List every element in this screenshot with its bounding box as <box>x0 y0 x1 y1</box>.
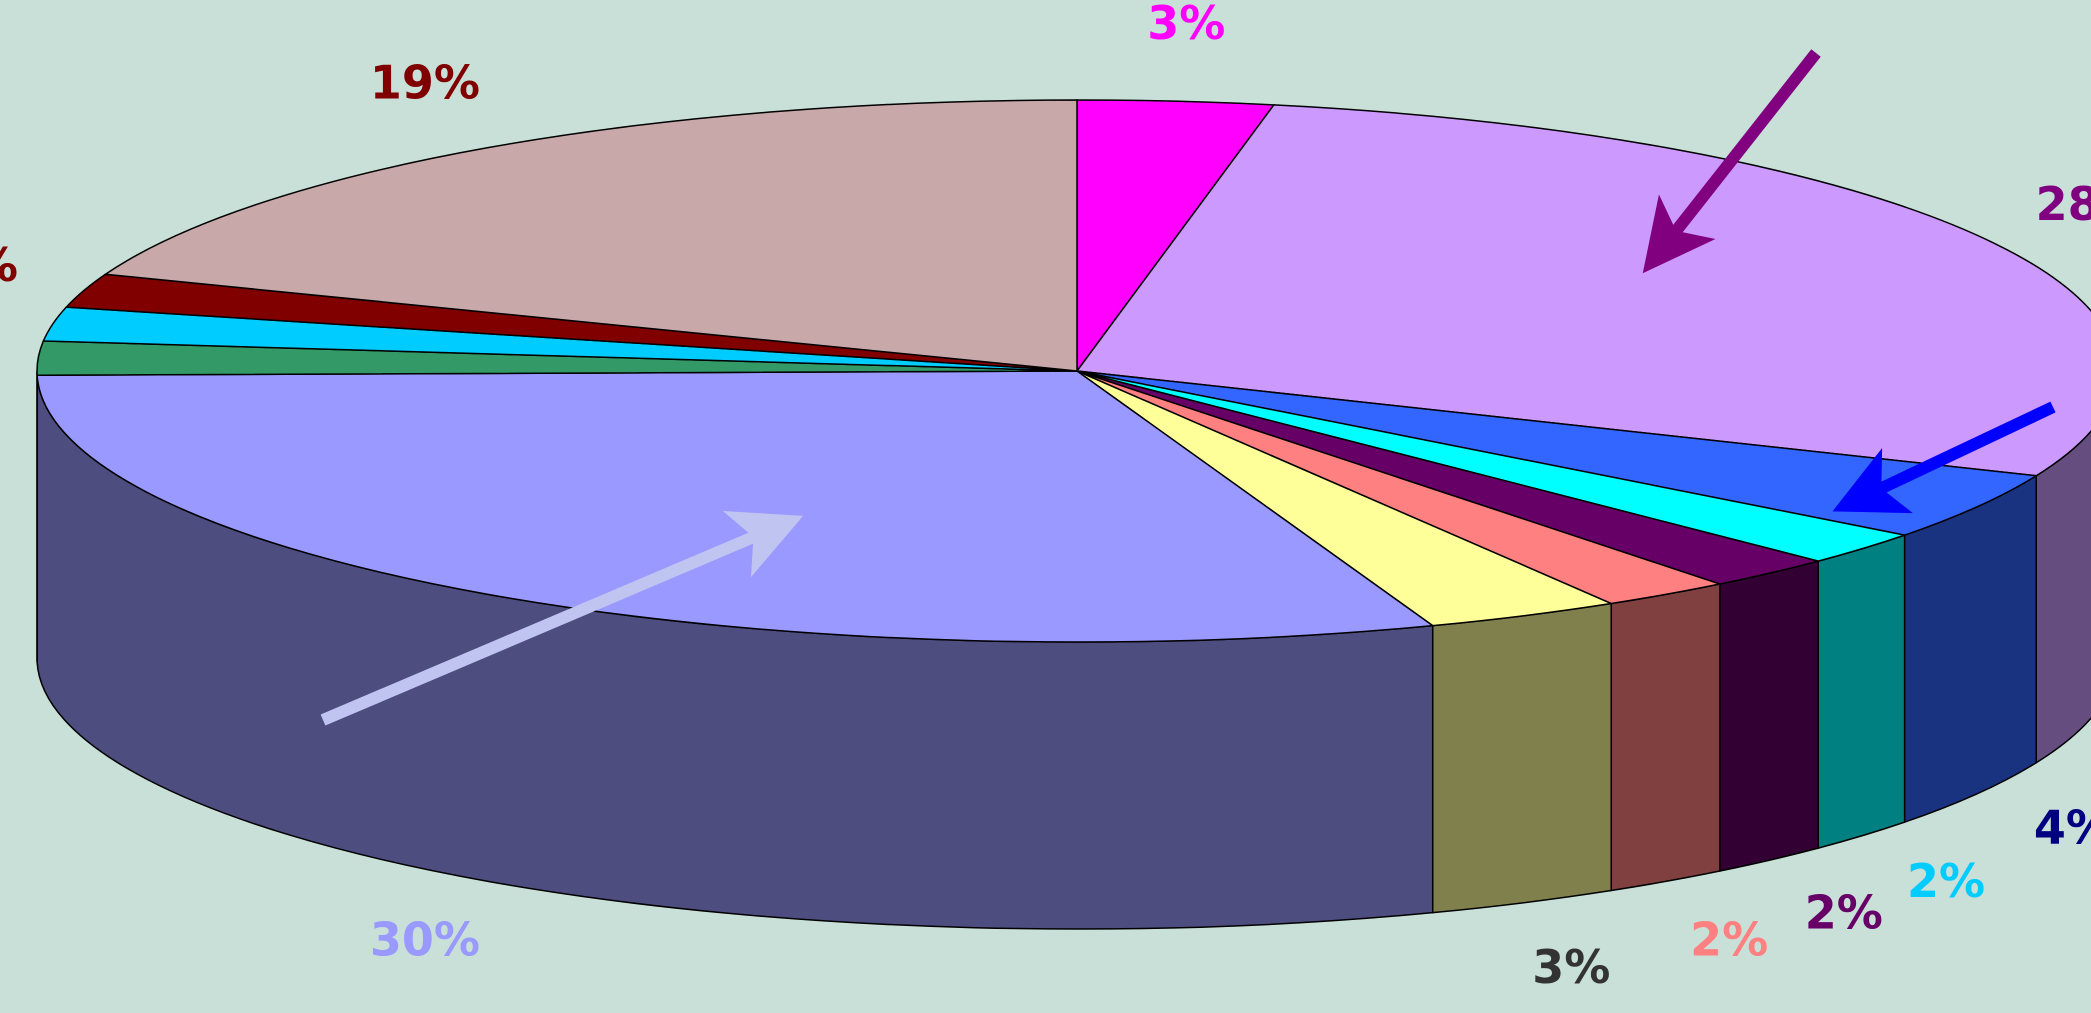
slice <box>1075 104 2091 477</box>
slice-side <box>1610 583 1721 892</box>
slice <box>1076 370 2039 536</box>
data-label: 28% <box>2036 177 2091 231</box>
slice-side <box>1719 560 1819 872</box>
arrow <box>1642 49 1821 274</box>
data-label: 3% <box>1147 0 1225 50</box>
data-label: 2% <box>1690 912 1768 966</box>
slice-side <box>1817 534 1906 850</box>
data-label: 19% <box>370 56 480 110</box>
slice <box>36 370 1435 643</box>
data-label: 2% <box>1907 854 1985 908</box>
data-label: 30% <box>370 912 480 966</box>
arrow <box>320 510 804 726</box>
data-label: 3% <box>1532 940 1610 994</box>
data-label: 2% <box>1805 885 1883 939</box>
arrow <box>1832 401 2056 514</box>
data-label: 2% <box>0 238 18 292</box>
slice-side <box>1431 602 1612 914</box>
data-label: 4% <box>2034 801 2091 855</box>
slice <box>103 99 1078 372</box>
pie <box>36 99 2091 930</box>
